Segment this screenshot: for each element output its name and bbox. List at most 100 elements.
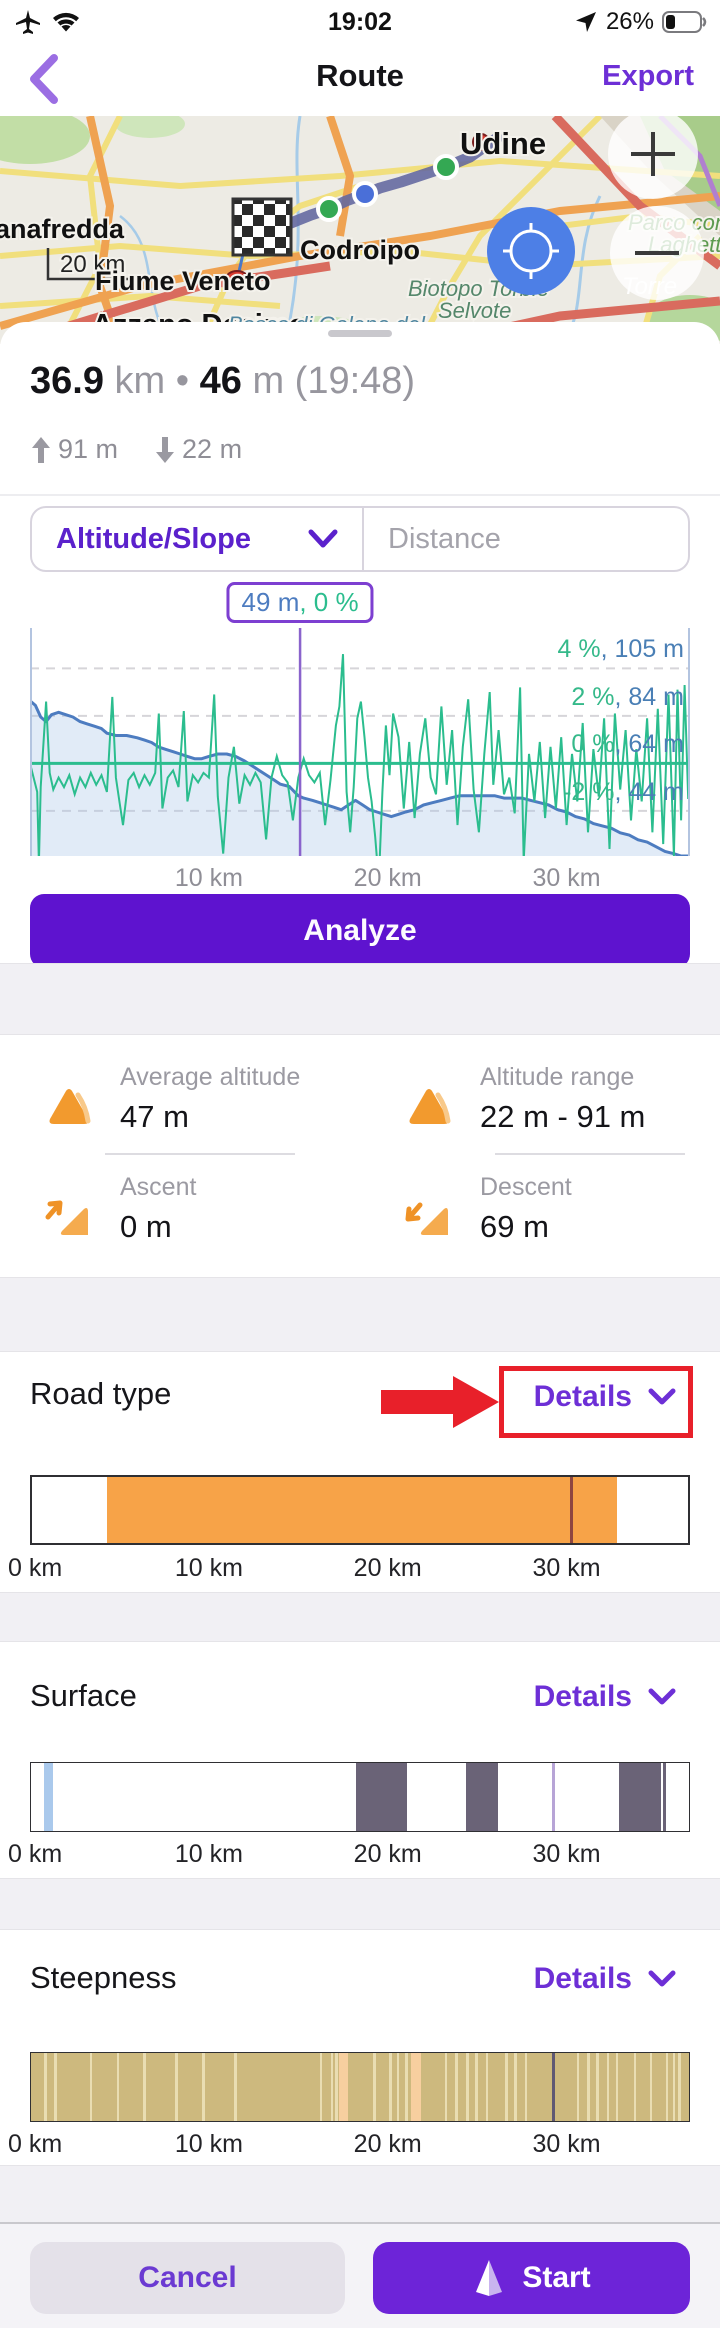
stat-label: Average altitude [120,1063,301,1091]
surface-details-button[interactable]: Details [534,1680,676,1714]
road-type-title: Road type [30,1376,172,1411]
chevron-down-icon [648,1388,676,1405]
nav-bar: Route Export [0,44,720,116]
finish-flag-icon [231,197,293,257]
total-descent: 22 m [182,434,243,464]
spacer-band [0,2165,720,2222]
drag-handle[interactable] [328,330,392,337]
divider [0,2222,720,2224]
mountain-icon [40,1081,98,1139]
start-button[interactable]: Start [373,2242,690,2314]
details-label: Details [533,1962,632,1995]
map-label-fiume-veneto: Fiume Veneto [95,266,271,296]
cancel-label: Cancel [138,2261,237,2294]
right-axis-label: 0 %, 64 m [571,730,684,759]
battery-percent: 26% [605,8,654,35]
map-view[interactable]: 20 km Udine Codroipo tanafredda Fiume Ve… [0,116,720,344]
chevron-down-icon [648,1970,676,1987]
annotation-highlight-box [499,1366,693,1438]
chevron-down-icon [648,1688,676,1705]
stat-value: 47 m [120,1099,189,1134]
zoom-out-button[interactable] [610,206,704,300]
stat-value: 22 m - 91 m [480,1099,646,1134]
spacer-band [0,963,720,1035]
chart-mode-selector: Altitude/Slope Distance [30,506,690,572]
map-label-selvote: Selvote [438,298,511,323]
road-type-details-button[interactable]: Details [534,1380,676,1414]
status-bar: 19:02 26% [0,0,720,44]
stat-average-altitude: Average altitude 47 m [40,1063,370,1163]
export-button[interactable]: Export [602,60,694,92]
map-label-codroipo: Codroipo [300,235,420,265]
annotation-arrow-icon [381,1376,499,1428]
zoom-in-button[interactable] [608,116,698,199]
udine-pin-icon [472,133,490,151]
up-arrow-icon [32,436,50,463]
details-label: Details [533,1680,632,1713]
analyze-button[interactable]: Analyze [30,894,690,968]
back-chevron-icon [30,54,58,104]
summary-card: 36.9 km • 46 m (19:48) 91 m 22 m Altitud… [0,322,720,968]
right-axis-label: -2 %, 44 m [563,777,684,806]
chart-plot-area[interactable]: 4 %, 105 m 2 %, 84 m 0 %, 64 m -2 %, 44 m [29,628,691,883]
spacer-band [0,1878,720,1930]
wifi-icon [53,12,79,32]
mountain-icon [400,1081,458,1139]
route-summary: 36.9 km • 46 m (19:48) [30,360,416,402]
chevron-down-icon [308,529,338,548]
stat-value: 0 m [120,1209,172,1244]
altitude-slope-chart[interactable]: 4 %, 105 m 2 %, 84 m 0 %, 64 m -2 %, 44 m 49… [0,580,720,892]
map-scale: 20 km [46,248,152,281]
steepness-section: Steepness Details 0 km 10 km 20 km 30 km [0,1930,720,2165]
ascent-descent-row: 91 m 22 m [30,434,268,465]
stat-label: Altitude range [480,1063,635,1091]
surface-bar [30,1762,690,1832]
chart-mode-dropdown[interactable]: Altitude/Slope [32,508,362,570]
road-type-bar [30,1475,690,1545]
page-title: Route [316,58,404,93]
divider [105,1153,295,1155]
steepness-details-button[interactable]: Details [534,1962,676,1996]
battery-icon [662,11,707,33]
total-ascent: 91 m [58,434,119,464]
stat-altitude-range: Altitude range 22 m - 91 m [400,1063,720,1163]
back-button[interactable] [26,54,66,104]
map-label-udine: Udine [460,126,546,161]
stats-card: Average altitude 47 m Altitude range 22 … [0,1035,720,1277]
elevation-value: 46 [199,360,242,402]
steepness-title: Steepness [30,1960,177,1995]
steepness-axis: 0 km 10 km 20 km 30 km [8,2130,601,2158]
cancel-button[interactable]: Cancel [30,2242,345,2314]
down-arrow-icon [156,436,175,463]
ascent-icon [40,1191,98,1249]
stat-descent: Descent 69 m [400,1173,720,1273]
airplane-mode-icon [16,10,40,34]
stat-label: Descent [480,1173,572,1201]
destination-pin-icon [225,270,249,288]
stat-ascent: Ascent 0 m [40,1173,370,1273]
surface-section: Surface Details 0 km 10 km 20 km 30 km [0,1642,720,1878]
details-label: Details [533,1380,632,1413]
chart-mode-label: Altitude/Slope [56,522,251,555]
map-label-fontanafredda: tanafredda [0,214,125,244]
divider [495,1153,685,1155]
stat-value: 69 m [480,1209,549,1244]
road-type-section: Road type Details 0 km 10 km 20 km 30 km [0,1352,720,1592]
distance-value: 36.9 [30,360,104,402]
locate-button[interactable] [487,207,575,295]
x-axis-mode-label: Distance [388,522,501,555]
steepness-bar [30,2052,690,2122]
spacer-band [0,1277,720,1352]
right-axis-label: 2 %, 84 m [571,682,684,711]
location-arrow-icon [575,12,596,32]
road-type-axis: 0 km 10 km 20 km 30 km [8,1554,601,1582]
surface-title: Surface [30,1678,137,1713]
chart-x-axis: 10 km 20 km 30 km [174,864,601,892]
surface-axis: 0 km 10 km 20 km 30 km [8,1840,601,1868]
x-axis-mode-button[interactable]: Distance [362,508,688,570]
stat-label: Ascent [120,1173,197,1201]
svg-text:20 km: 20 km [60,251,125,278]
spacer-band [0,1592,720,1642]
right-axis-label: 4 %, 105 m [557,635,684,664]
